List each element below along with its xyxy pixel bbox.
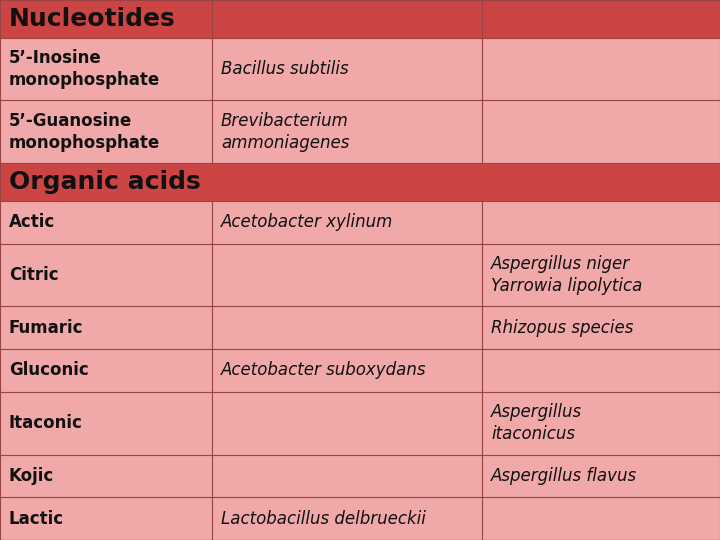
Bar	[482, 38, 720, 100]
Bar	[0, 306, 212, 349]
Bar	[482, 392, 720, 455]
Text: Rhizopus species: Rhizopus species	[491, 319, 634, 337]
Text: Lactobacillus delbrueckii: Lactobacillus delbrueckii	[221, 510, 426, 528]
Bar	[482, 201, 720, 244]
Bar	[482, 349, 720, 392]
Text: Organic acids: Organic acids	[9, 170, 200, 194]
Text: Kojic: Kojic	[9, 467, 54, 485]
Text: Brevibacterium
ammoniagenes: Brevibacterium ammoniagenes	[221, 112, 349, 152]
Text: Aspergillus niger
Yarrowia lipolytica: Aspergillus niger Yarrowia lipolytica	[491, 255, 642, 295]
Bar	[482, 306, 720, 349]
Bar	[0, 100, 212, 163]
Bar	[0, 201, 212, 244]
Bar	[0, 244, 212, 306]
Text: Gluconic: Gluconic	[9, 361, 89, 380]
Text: Citric: Citric	[9, 266, 58, 284]
Bar	[212, 392, 482, 455]
Bar	[0, 392, 212, 455]
Text: Aspergillus flavus: Aspergillus flavus	[491, 467, 637, 485]
Bar	[0, 0, 720, 38]
Text: Fumaric: Fumaric	[9, 319, 83, 337]
Bar	[0, 163, 720, 201]
Bar	[0, 38, 212, 100]
Bar	[482, 455, 720, 497]
Bar	[212, 100, 482, 163]
Text: 5’-Guanosine
monophosphate: 5’-Guanosine monophosphate	[9, 112, 160, 152]
Text: Bacillus subtilis: Bacillus subtilis	[221, 60, 348, 78]
Bar	[212, 455, 482, 497]
Bar	[0, 349, 212, 392]
Text: Lactic: Lactic	[9, 510, 64, 528]
Bar	[0, 455, 212, 497]
Bar	[212, 201, 482, 244]
Text: Itaconic: Itaconic	[9, 414, 83, 432]
Bar	[482, 497, 720, 540]
Text: Acetobacter xylinum: Acetobacter xylinum	[221, 213, 393, 231]
Bar	[482, 100, 720, 163]
Bar	[212, 244, 482, 306]
Bar	[212, 497, 482, 540]
Bar	[212, 38, 482, 100]
Bar	[212, 306, 482, 349]
Text: 5’-Inosine
monophosphate: 5’-Inosine monophosphate	[9, 49, 160, 89]
Text: Aspergillus
itaconicus: Aspergillus itaconicus	[491, 403, 582, 443]
Bar	[0, 497, 212, 540]
Text: Actic: Actic	[9, 213, 55, 231]
Bar	[482, 244, 720, 306]
Bar	[212, 349, 482, 392]
Text: Nucleotides: Nucleotides	[9, 7, 176, 31]
Text: Acetobacter suboxydans: Acetobacter suboxydans	[221, 361, 426, 380]
